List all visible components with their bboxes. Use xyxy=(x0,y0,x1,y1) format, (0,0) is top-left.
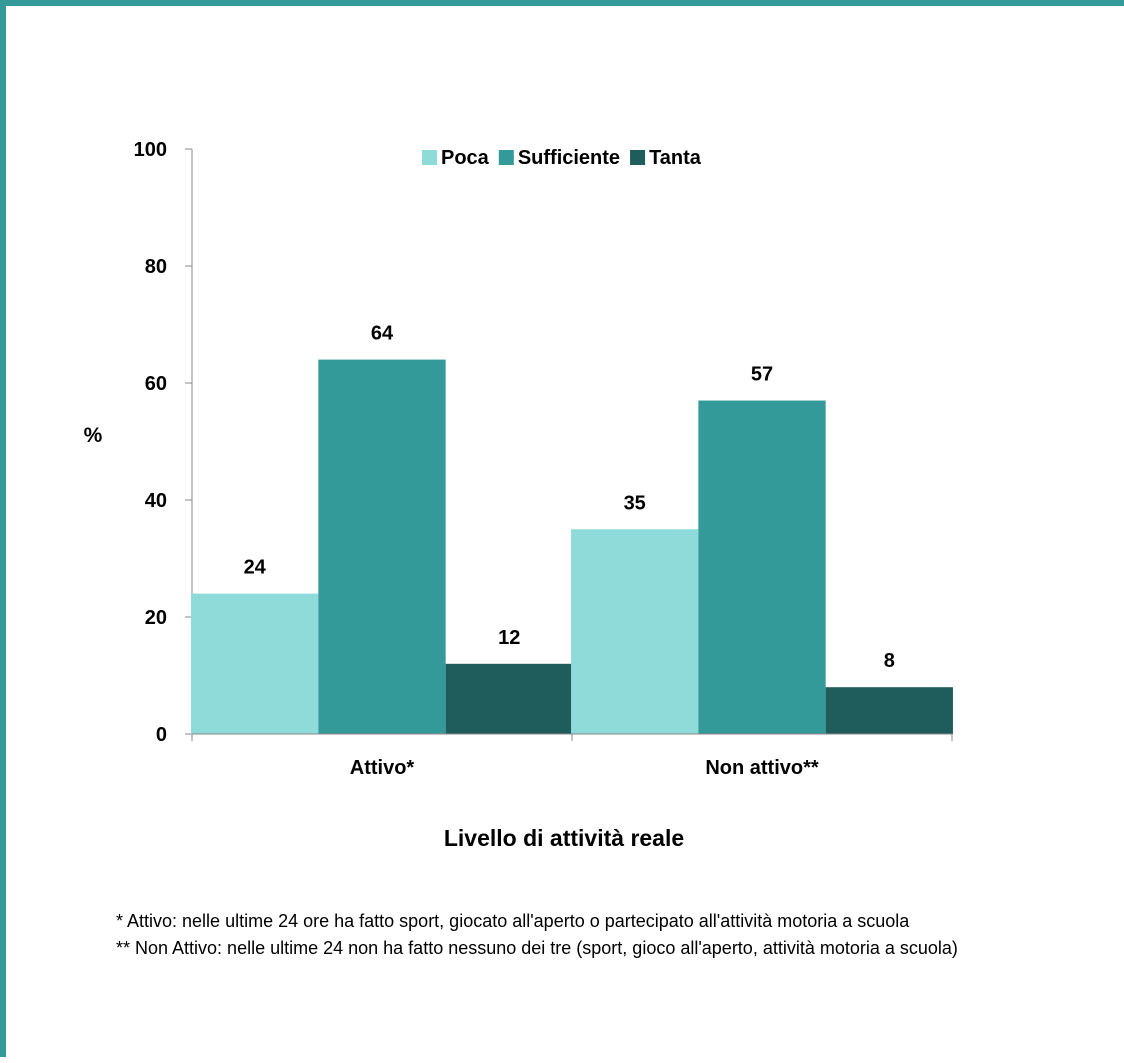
bar-sufficiente xyxy=(698,400,826,734)
bar-sufficiente xyxy=(318,359,446,734)
legend-item-sufficiente: Sufficiente xyxy=(498,147,620,169)
x-axis: Attivo* Non attivo** xyxy=(191,733,953,779)
data-label: 64 xyxy=(371,323,394,345)
legend-label: Tanta xyxy=(649,147,702,169)
data-label: 35 xyxy=(624,492,646,514)
legend-label: Sufficiente xyxy=(518,147,620,169)
y-tick-label: 100 xyxy=(134,139,167,161)
y-tick-label: 80 xyxy=(145,256,167,278)
legend-swatch xyxy=(422,150,437,165)
data-label: 57 xyxy=(751,364,773,386)
data-label: 24 xyxy=(244,557,267,579)
legend-label: Poca xyxy=(441,147,490,169)
footnote-attivo: * Attivo: nelle ultime 24 ore ha fatto s… xyxy=(116,911,910,931)
y-axis-title: % xyxy=(84,424,103,447)
data-label: 12 xyxy=(498,627,520,649)
legend: Poca Sufficiente Tanta xyxy=(422,147,702,169)
legend-item-poca: Poca xyxy=(422,147,490,169)
y-axis: 0 20 40 60 80 100 xyxy=(134,139,193,746)
x-axis-title: Livello di attività reale xyxy=(444,825,684,851)
bar-tanta xyxy=(445,663,573,734)
footnote-non-attivo: ** Non Attivo: nelle ultime 24 non ha fa… xyxy=(116,938,958,958)
category-label: Non attivo** xyxy=(705,757,819,779)
y-tick-label: 40 xyxy=(145,490,167,512)
bars: 24 64 12 35 57 8 xyxy=(191,323,953,734)
y-tick-label: 20 xyxy=(145,607,167,629)
legend-swatch xyxy=(498,150,514,165)
category-label: Attivo* xyxy=(350,757,415,779)
data-label: 8 xyxy=(884,650,895,672)
bar-chart: 0 20 40 60 80 100 24 64 12 35 57 8 Attivo* Non atti… xyxy=(84,139,953,851)
bar-poca xyxy=(571,529,699,734)
footnotes: * Attivo: nelle ultime 24 ore ha fatto s… xyxy=(116,908,1106,962)
bar-tanta xyxy=(825,687,953,734)
legend-item-tanta: Tanta xyxy=(630,147,702,169)
y-tick-label: 60 xyxy=(145,373,167,395)
y-tick-label: 0 xyxy=(156,724,167,746)
legend-swatch xyxy=(630,150,646,165)
bar-poca xyxy=(191,593,319,734)
